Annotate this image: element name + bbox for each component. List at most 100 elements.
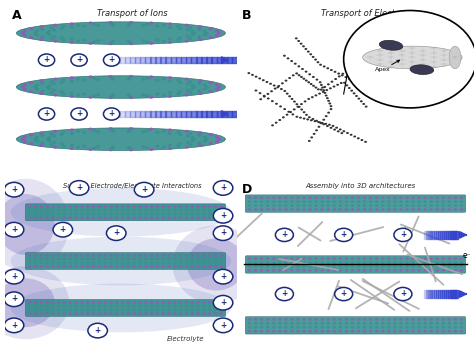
Circle shape xyxy=(327,197,330,199)
Circle shape xyxy=(138,254,142,257)
Circle shape xyxy=(339,326,342,328)
Circle shape xyxy=(215,136,219,138)
Circle shape xyxy=(162,77,166,81)
Circle shape xyxy=(314,59,317,61)
Circle shape xyxy=(320,269,324,272)
Circle shape xyxy=(185,301,188,304)
Circle shape xyxy=(198,144,202,147)
Circle shape xyxy=(63,262,66,264)
Bar xyxy=(432,290,435,298)
Circle shape xyxy=(62,92,65,95)
Bar xyxy=(211,111,217,117)
Text: +: + xyxy=(220,228,226,237)
Circle shape xyxy=(51,262,55,264)
Circle shape xyxy=(39,131,44,135)
Circle shape xyxy=(121,308,124,311)
Circle shape xyxy=(46,258,49,260)
Circle shape xyxy=(23,140,27,143)
Circle shape xyxy=(260,318,263,321)
Circle shape xyxy=(290,208,293,211)
Circle shape xyxy=(429,318,433,321)
Circle shape xyxy=(74,308,78,311)
Circle shape xyxy=(314,197,318,199)
Circle shape xyxy=(63,217,66,219)
Bar xyxy=(150,57,155,63)
Circle shape xyxy=(284,269,288,272)
Circle shape xyxy=(74,254,78,257)
Circle shape xyxy=(302,261,306,264)
Circle shape xyxy=(156,262,159,264)
Circle shape xyxy=(387,257,391,260)
Circle shape xyxy=(155,144,160,148)
Circle shape xyxy=(248,330,251,332)
Circle shape xyxy=(309,265,312,268)
Circle shape xyxy=(62,78,65,82)
Circle shape xyxy=(196,265,200,268)
Bar xyxy=(165,111,171,117)
Circle shape xyxy=(454,269,457,272)
Circle shape xyxy=(192,138,196,141)
Circle shape xyxy=(357,75,360,77)
Circle shape xyxy=(321,122,324,124)
Bar xyxy=(222,111,227,117)
Circle shape xyxy=(314,330,318,332)
Text: +: + xyxy=(340,289,347,298)
Circle shape xyxy=(307,50,310,53)
Circle shape xyxy=(266,257,269,260)
Circle shape xyxy=(448,265,451,268)
Circle shape xyxy=(369,269,372,272)
Circle shape xyxy=(69,262,72,264)
Circle shape xyxy=(418,208,421,211)
Circle shape xyxy=(34,206,37,208)
Circle shape xyxy=(345,261,348,264)
Circle shape xyxy=(326,125,329,127)
Circle shape xyxy=(89,148,92,151)
Bar xyxy=(125,57,130,63)
Circle shape xyxy=(436,326,439,328)
Circle shape xyxy=(109,262,113,264)
Circle shape xyxy=(411,326,415,328)
Circle shape xyxy=(92,265,95,268)
Circle shape xyxy=(129,75,133,78)
Text: +: + xyxy=(109,55,115,64)
Circle shape xyxy=(266,261,269,264)
Ellipse shape xyxy=(363,46,462,69)
Circle shape xyxy=(359,69,362,71)
Circle shape xyxy=(266,265,269,268)
Circle shape xyxy=(197,36,201,38)
Circle shape xyxy=(103,54,120,66)
Circle shape xyxy=(296,326,300,328)
Circle shape xyxy=(39,79,44,82)
Bar xyxy=(436,290,438,298)
Circle shape xyxy=(309,257,312,260)
Circle shape xyxy=(213,181,233,195)
Circle shape xyxy=(197,28,201,31)
Circle shape xyxy=(302,318,306,321)
Circle shape xyxy=(202,217,206,219)
Circle shape xyxy=(86,312,90,315)
Circle shape xyxy=(185,308,188,311)
Circle shape xyxy=(381,265,384,268)
Circle shape xyxy=(423,326,427,328)
Circle shape xyxy=(167,206,171,208)
Circle shape xyxy=(34,217,37,219)
Bar xyxy=(227,111,232,117)
Circle shape xyxy=(411,261,415,264)
Circle shape xyxy=(49,143,54,146)
Circle shape xyxy=(110,22,114,26)
Circle shape xyxy=(34,265,37,268)
Circle shape xyxy=(217,86,221,89)
Circle shape xyxy=(98,209,101,212)
Circle shape xyxy=(214,262,217,264)
Circle shape xyxy=(198,25,202,28)
Circle shape xyxy=(381,318,384,321)
Circle shape xyxy=(63,213,66,215)
Circle shape xyxy=(69,206,72,208)
Circle shape xyxy=(127,146,131,149)
Circle shape xyxy=(176,144,180,148)
Circle shape xyxy=(40,305,43,307)
Circle shape xyxy=(315,94,318,97)
Bar xyxy=(109,111,115,117)
Circle shape xyxy=(309,326,312,328)
Bar xyxy=(165,57,171,63)
